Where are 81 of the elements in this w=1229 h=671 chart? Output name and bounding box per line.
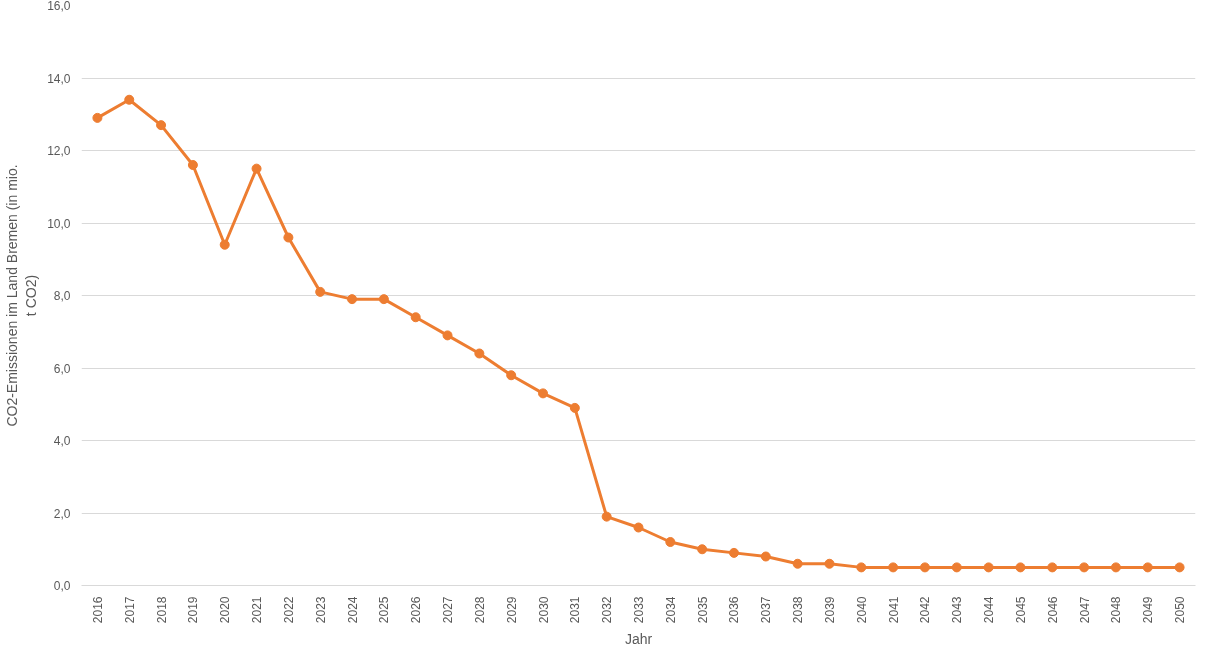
- point: [951, 562, 962, 573]
- point: [1015, 562, 1026, 573]
- x-tick-label: 2018: [154, 596, 169, 624]
- point: [1142, 562, 1153, 573]
- point: [442, 330, 453, 341]
- x-tick-label: 2032: [600, 596, 615, 624]
- x-tick-label: 2038: [791, 596, 806, 624]
- x-tick-label: 2042: [918, 596, 933, 624]
- y-tick-label: 12,0: [47, 144, 71, 158]
- point: [378, 294, 389, 305]
- y-tick-label: 6,0: [53, 361, 71, 376]
- x-tick-label: 2034: [663, 596, 678, 624]
- x-tick-label: 2036: [727, 596, 742, 624]
- point: [538, 388, 549, 399]
- x-tick-label: 2022: [281, 596, 296, 624]
- y-tick-label: 8,0: [53, 289, 71, 303]
- point: [697, 544, 708, 555]
- x-tick-label: 2037: [759, 596, 774, 624]
- x-tick-label: 2029: [504, 596, 519, 624]
- point: [251, 163, 262, 174]
- point: [601, 511, 612, 522]
- point: [856, 562, 867, 573]
- point: [633, 522, 644, 533]
- point: [792, 558, 803, 569]
- point: [1079, 562, 1090, 573]
- x-tick-label: 2047: [1077, 596, 1092, 624]
- point: [569, 402, 580, 413]
- y-tick-label: 0,0: [53, 579, 71, 593]
- x-tick-label: 2030: [536, 596, 551, 624]
- y-tick-label: 4,0: [53, 434, 71, 448]
- point: [347, 294, 358, 305]
- point: [1110, 562, 1121, 573]
- point: [474, 348, 485, 359]
- point: [156, 120, 167, 131]
- x-tick-label: 2041: [886, 596, 901, 624]
- point: [760, 551, 771, 562]
- point: [919, 562, 930, 573]
- y-tick-label: 2,0: [53, 506, 71, 521]
- point: [1047, 562, 1058, 573]
- x-axis-title: Jahr: [624, 631, 653, 648]
- point: [315, 286, 326, 297]
- point: [187, 160, 198, 170]
- x-tick-label: 2024: [345, 596, 360, 624]
- x-tick-label: 2017: [122, 596, 137, 624]
- x-tick-label: 2043: [950, 596, 965, 624]
- point: [219, 239, 230, 250]
- point: [283, 232, 294, 243]
- x-tick-label: 2019: [186, 596, 201, 624]
- x-tick-label: 2044: [982, 596, 997, 624]
- point: [888, 562, 899, 573]
- point: [1174, 562, 1185, 573]
- x-tick-label: 2050: [1173, 596, 1188, 624]
- point: [410, 312, 421, 323]
- x-tick-label: 2035: [695, 596, 710, 624]
- point: [665, 537, 676, 547]
- x-tick-label: 2040: [854, 596, 869, 624]
- x-tick-label: 2016: [90, 596, 105, 624]
- x-tick-label: 2046: [1045, 596, 1060, 624]
- x-tick-label: 2021: [250, 596, 265, 624]
- x-tick-label: 2025: [377, 596, 392, 624]
- x-tick-label: 2023: [313, 596, 328, 624]
- x-tick-label: 2031: [568, 596, 583, 624]
- x-tick-label: 2049: [1141, 596, 1156, 624]
- x-tick-label: 2028: [472, 596, 487, 624]
- point: [983, 562, 994, 573]
- point: [92, 112, 103, 123]
- y-tick-label: 14,0: [47, 71, 71, 86]
- point: [506, 370, 517, 381]
- point: [728, 547, 739, 558]
- x-tick-label: 2026: [409, 596, 424, 624]
- x-tick-label: 2039: [822, 596, 837, 624]
- y-axis-title: CO2-Emissionen im Land Bremen (in mio. t CO2): [3, 164, 40, 427]
- x-tick-label: 2033: [632, 596, 646, 624]
- x-tick-label: 2020: [218, 596, 233, 624]
- x-tick-label: 2027: [441, 596, 456, 624]
- y-tick-label: 10,0: [47, 216, 71, 231]
- point: [824, 558, 835, 569]
- point: [124, 94, 135, 105]
- x-tick-label: 2048: [1109, 596, 1124, 624]
- y-tick-label: 16,0: [47, 0, 71, 13]
- x-tick-label: 2045: [1013, 596, 1028, 624]
